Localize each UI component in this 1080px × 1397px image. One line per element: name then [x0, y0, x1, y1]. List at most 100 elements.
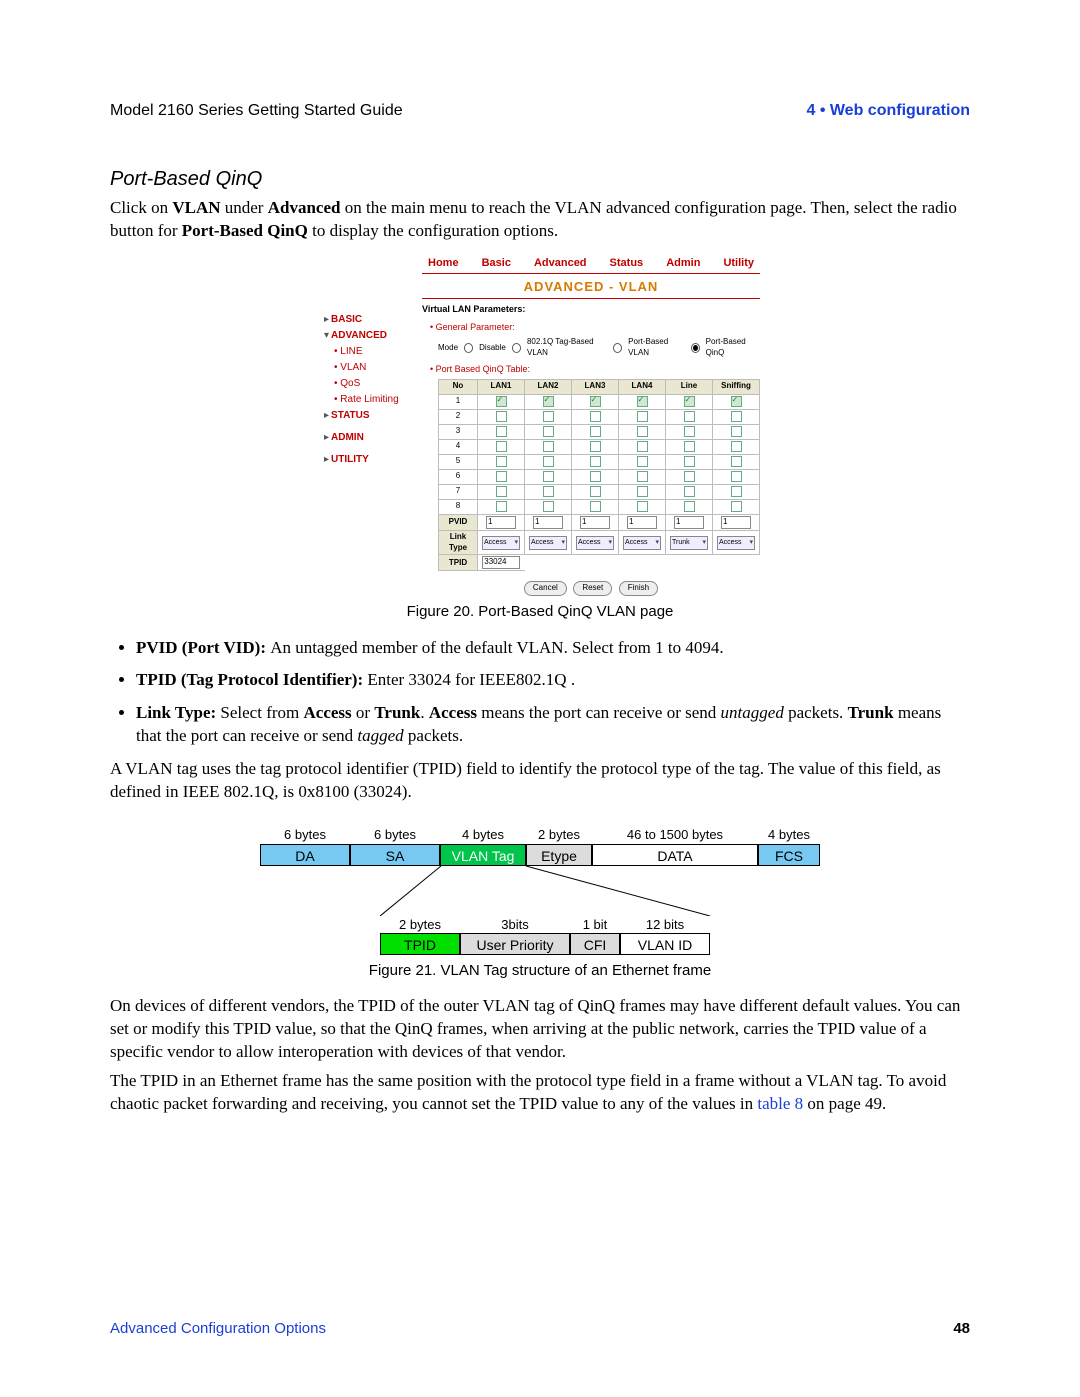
- pvid-input[interactable]: 1: [721, 516, 751, 529]
- checkbox[interactable]: [496, 501, 507, 512]
- linktype-select[interactable]: Trunk▾: [670, 536, 708, 550]
- table-8-link[interactable]: table 8: [757, 1094, 803, 1113]
- cancel-button[interactable]: Cancel: [524, 581, 567, 596]
- pvid-input[interactable]: 1: [486, 516, 516, 529]
- checkbox[interactable]: [731, 471, 742, 482]
- mode-label: Mode: [438, 343, 458, 354]
- linktype-select[interactable]: Access▾: [717, 536, 755, 550]
- checkbox[interactable]: [684, 471, 695, 482]
- checkbox[interactable]: [496, 426, 507, 437]
- checkbox[interactable]: [543, 426, 554, 437]
- linktype-select[interactable]: Access▾: [623, 536, 661, 550]
- footer-left: Advanced Configuration Options: [110, 1319, 326, 1339]
- checkbox[interactable]: [543, 411, 554, 422]
- radio-portbased[interactable]: [613, 343, 622, 353]
- sidebar-utility[interactable]: UTILITY: [331, 454, 369, 465]
- checkbox[interactable]: [496, 456, 507, 467]
- checkbox[interactable]: [731, 456, 742, 467]
- checkbox[interactable]: [684, 396, 695, 407]
- sidebar-admin[interactable]: ADMIN: [331, 432, 364, 443]
- sidebar-advanced[interactable]: ADVANCED: [331, 330, 387, 341]
- checkbox[interactable]: [637, 411, 648, 422]
- sidebar-item-ratelimiting[interactable]: • Rate Limiting: [334, 392, 418, 408]
- pvid-input[interactable]: 1: [533, 516, 563, 529]
- tab-home[interactable]: Home: [428, 256, 459, 271]
- page-header: Model 2160 Series Getting Started Guide …: [110, 100, 970, 122]
- checkbox[interactable]: [731, 501, 742, 512]
- linktype-label: Link Type: [439, 530, 478, 555]
- checkbox[interactable]: [496, 471, 507, 482]
- checkbox[interactable]: [637, 396, 648, 407]
- size-label: 2 bytes: [380, 916, 460, 934]
- sidebar-item-vlan[interactable]: • VLAN: [334, 360, 418, 376]
- checkbox[interactable]: [731, 426, 742, 437]
- table-row: 7: [439, 484, 760, 499]
- checkbox[interactable]: [543, 501, 554, 512]
- tab-admin[interactable]: Admin: [666, 256, 700, 271]
- checkbox[interactable]: [637, 456, 648, 467]
- tpid-input[interactable]: 33024: [482, 556, 520, 569]
- checkbox[interactable]: [731, 396, 742, 407]
- checkbox[interactable]: [543, 456, 554, 467]
- t: packets.: [784, 703, 848, 722]
- checkbox[interactable]: [684, 486, 695, 497]
- sidebar-basic[interactable]: BASIC: [331, 314, 362, 325]
- checkbox[interactable]: [543, 486, 554, 497]
- checkbox[interactable]: [731, 486, 742, 497]
- checkbox[interactable]: [496, 486, 507, 497]
- checkbox[interactable]: [590, 456, 601, 467]
- linktype-row: Link Type Access▾ Access▾ Access▾ Access…: [439, 530, 760, 555]
- table-row: 4: [439, 439, 760, 454]
- checkbox[interactable]: [684, 501, 695, 512]
- sidebar-item-qos[interactable]: • QoS: [334, 376, 418, 392]
- checkbox[interactable]: [637, 501, 648, 512]
- pvid-input[interactable]: 1: [580, 516, 610, 529]
- sidebar-status[interactable]: STATUS: [331, 410, 370, 421]
- checkbox[interactable]: [496, 441, 507, 452]
- tab-advanced[interactable]: Advanced: [534, 256, 587, 271]
- radio-tagbased[interactable]: [512, 343, 521, 353]
- reset-button[interactable]: Reset: [573, 581, 612, 596]
- checkbox[interactable]: [496, 396, 507, 407]
- linktype-select[interactable]: Access▾: [482, 536, 520, 550]
- text: under: [225, 198, 268, 217]
- checkbox[interactable]: [684, 426, 695, 437]
- tab-status[interactable]: Status: [610, 256, 644, 271]
- radio-disable[interactable]: [464, 343, 473, 353]
- checkbox[interactable]: [543, 396, 554, 407]
- checkbox[interactable]: [543, 441, 554, 452]
- checkbox[interactable]: [637, 426, 648, 437]
- sidebar-item-line[interactable]: • LINE: [334, 344, 418, 360]
- size-label: 3bits: [460, 916, 570, 934]
- header-right: 4 • Web configuration: [806, 100, 970, 122]
- checkbox[interactable]: [684, 441, 695, 452]
- checkbox[interactable]: [637, 441, 648, 452]
- pvid-input[interactable]: 1: [627, 516, 657, 529]
- fig21-sizes-top: 6 bytes 6 bytes 4 bytes 2 bytes 46 to 15…: [260, 826, 820, 844]
- checkbox[interactable]: [731, 441, 742, 452]
- checkbox[interactable]: [684, 411, 695, 422]
- checkbox[interactable]: [496, 411, 507, 422]
- checkbox[interactable]: [590, 486, 601, 497]
- checkbox[interactable]: [684, 456, 695, 467]
- checkbox[interactable]: [543, 471, 554, 482]
- tab-basic[interactable]: Basic: [482, 256, 511, 271]
- checkbox[interactable]: [590, 471, 601, 482]
- checkbox[interactable]: [590, 426, 601, 437]
- checkbox[interactable]: [590, 396, 601, 407]
- finish-button[interactable]: Finish: [619, 581, 658, 596]
- checkbox[interactable]: [590, 501, 601, 512]
- tab-utility[interactable]: Utility: [723, 256, 754, 271]
- checkbox[interactable]: [590, 411, 601, 422]
- bullet-term: PVID (Port VID):: [136, 638, 270, 657]
- radio-qinq[interactable]: [691, 343, 700, 353]
- mode-opt: Disable: [479, 343, 506, 354]
- cell-da: DA: [260, 844, 350, 866]
- pvid-input[interactable]: 1: [674, 516, 704, 529]
- checkbox[interactable]: [637, 471, 648, 482]
- checkbox[interactable]: [637, 486, 648, 497]
- checkbox[interactable]: [590, 441, 601, 452]
- linktype-select[interactable]: Access▾: [576, 536, 614, 550]
- linktype-select[interactable]: Access▾: [529, 536, 567, 550]
- checkbox[interactable]: [731, 411, 742, 422]
